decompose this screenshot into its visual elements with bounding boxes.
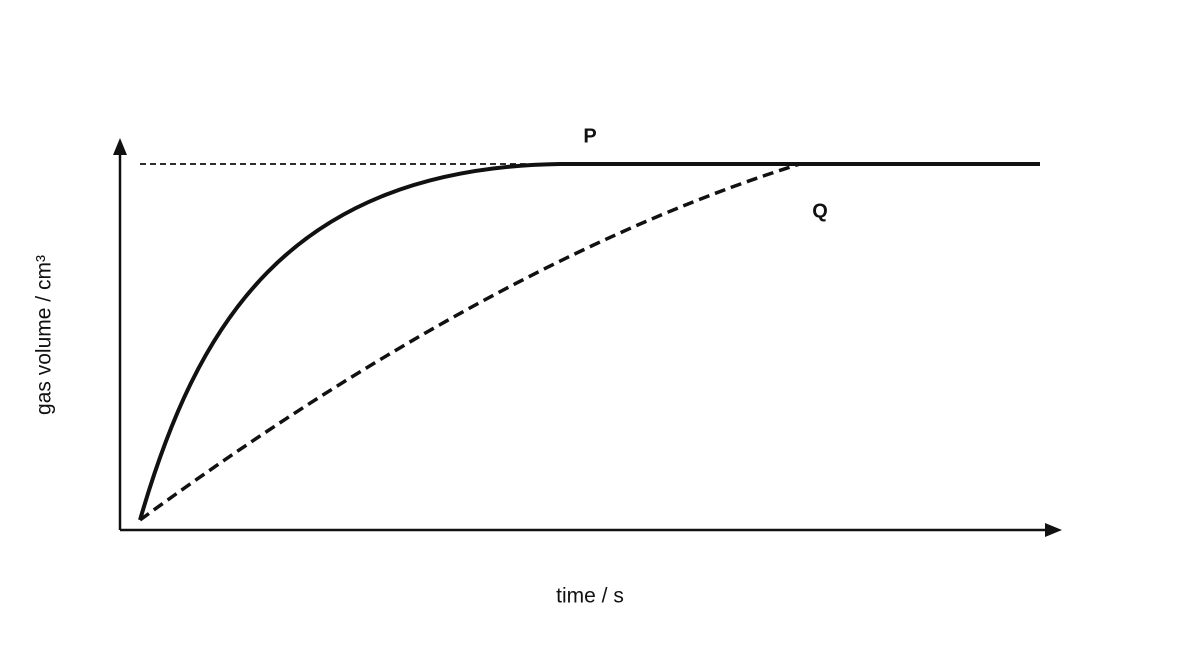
y-axis-label: gas volume / cm³	[33, 255, 56, 415]
curve-label-q: Q	[812, 200, 828, 222]
x-axis-label: time / s	[556, 585, 624, 608]
curve-label-p: P	[583, 125, 596, 147]
x-axis-arrow	[1045, 523, 1062, 537]
y-axis-arrow	[113, 138, 127, 155]
curve-q	[138, 162, 1040, 522]
curve-p	[138, 162, 1040, 521]
